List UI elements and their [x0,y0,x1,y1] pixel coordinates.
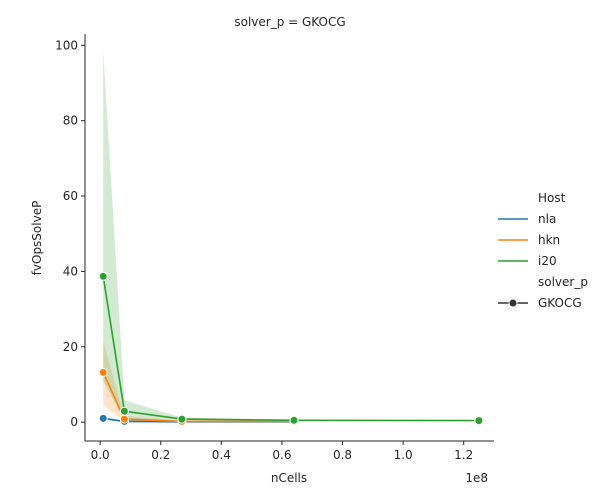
y-tick-label: 20 [63,340,78,354]
x-axis-ticks: 0.0 0.2 0.4 0.6 0.8 1.0 1.2 [91,441,473,462]
chart-title: solver_p = GKOCG [234,15,345,29]
legend-label-i20: i20 [538,254,557,268]
x-tick-label: 0.6 [272,448,291,462]
x-tick-label: 0.2 [151,448,170,462]
ci-band-i20 [103,51,479,421]
legend-label-nla: nla [538,212,556,226]
legend-title-solver: solver_p [538,275,588,289]
data-point-i20 [119,406,129,416]
x-axis-label: nCells [271,471,307,485]
y-axis-label: fvOpsSolveP [30,201,44,276]
x-tick-label: 1.0 [394,448,413,462]
y-axis-ticks: 0 20 40 60 80 100 [55,38,85,429]
series-line-hkn [102,372,294,423]
legend-label-style: GKOCG [538,296,582,310]
legend-title-host: Host [538,191,566,205]
data-point-hkn [98,367,108,377]
y-tick-label: 0 [70,415,78,429]
data-point-i20 [474,416,484,426]
x-tick-label: 0.4 [212,448,231,462]
y-tick-label: 60 [63,189,78,203]
x-axis-offset-text: 1e8 [465,471,488,485]
data-point-nla [98,413,108,423]
x-tick-label: 0.0 [91,448,110,462]
legend-marker-style [508,298,518,308]
data-point-i20 [98,271,108,281]
plot-area [98,51,484,427]
y-tick-label: 40 [63,264,78,278]
x-tick-label: 1.2 [454,448,473,462]
legend: Host nla hkn i20 solver_p GKOCG [498,191,588,310]
data-point-hkn [119,414,129,424]
y-tick-label: 100 [55,38,78,52]
data-point-i20 [289,415,299,425]
data-point-i20 [177,414,187,424]
legend-label-hkn: hkn [538,233,560,247]
y-tick-label: 80 [63,114,78,128]
series-line-i20 [102,276,479,422]
x-tick-label: 0.8 [333,448,352,462]
